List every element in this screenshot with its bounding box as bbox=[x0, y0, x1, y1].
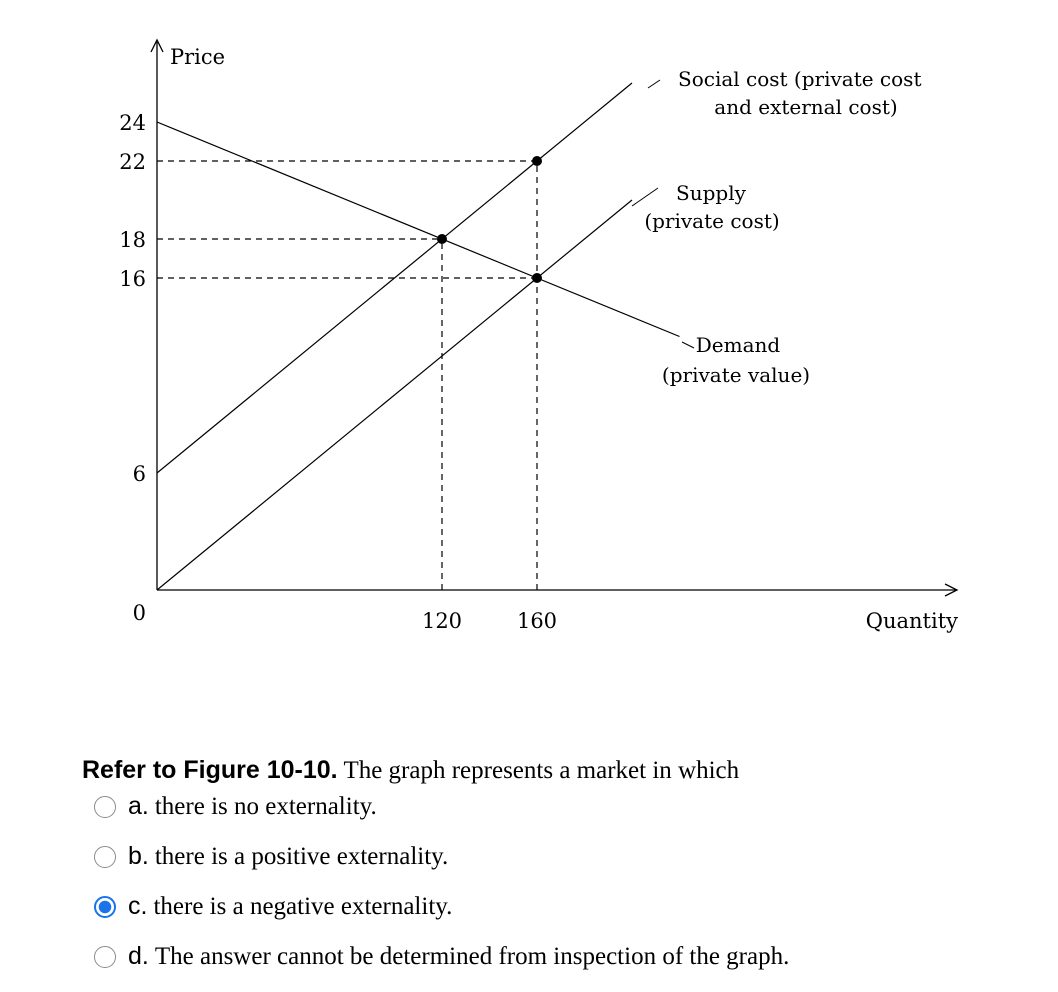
question-text: Refer to Figure 10-10. The graph represe… bbox=[82, 756, 739, 785]
option-letter: d. bbox=[128, 942, 149, 970]
tick-labels: 24 22 18 16 6 0 120 160 bbox=[119, 111, 557, 633]
radio-c[interactable] bbox=[94, 895, 116, 918]
y-tick-label: 0 bbox=[133, 601, 146, 625]
intersection-point-3 bbox=[532, 273, 542, 283]
intersection-point-1 bbox=[437, 234, 447, 244]
curve-label-leader bbox=[681, 341, 695, 349]
y-tick-label: 6 bbox=[133, 462, 146, 486]
option-letter: b. bbox=[128, 842, 149, 870]
supply-curve bbox=[156, 199, 633, 591]
guide-lines bbox=[157, 160, 538, 590]
radio-a[interactable] bbox=[94, 795, 116, 818]
curve-label-leader bbox=[631, 187, 659, 207]
curves bbox=[156, 82, 680, 591]
option-text: The answer cannot be determined from ins… bbox=[154, 942, 790, 970]
curve-label-line: and external cost) bbox=[714, 95, 897, 119]
curve-label-line: Demand bbox=[696, 333, 781, 357]
curve-label-leader bbox=[647, 79, 661, 89]
intersection-point-2 bbox=[532, 156, 542, 166]
x-tick-label: 120 bbox=[422, 609, 462, 633]
option-letter: a. bbox=[128, 792, 149, 820]
y-tick-label: 24 bbox=[119, 111, 146, 135]
x-axis-title: Quantity bbox=[866, 609, 958, 633]
curve-label-line: (private cost) bbox=[644, 209, 779, 233]
radio-d[interactable] bbox=[94, 945, 116, 968]
option-text: there is a positive externality. bbox=[154, 842, 449, 870]
option-b[interactable]: b. there is a positive externality. bbox=[94, 842, 448, 871]
x-axis-arrow bbox=[944, 583, 959, 597]
intersection-points bbox=[437, 156, 542, 283]
social-cost-curve bbox=[156, 82, 633, 474]
y-axis-arrow bbox=[150, 38, 164, 53]
question-body: The graph represents a market in which bbox=[337, 757, 740, 784]
y-tick-label: 16 bbox=[119, 267, 146, 291]
axes bbox=[150, 38, 959, 597]
externality-chart: 24 22 18 16 6 0 120 160 Social cost (private co… bbox=[119, 38, 959, 633]
radio-b[interactable] bbox=[94, 845, 116, 868]
curve-label-line: (private value) bbox=[662, 363, 810, 387]
y-axis-title: Price bbox=[170, 45, 225, 69]
option-letter: c. bbox=[128, 892, 148, 920]
demand-curve bbox=[156, 121, 680, 338]
curve-label-line: Social cost (private cost bbox=[678, 67, 921, 91]
curve-label-line: Supply bbox=[676, 181, 747, 205]
option-text: there is a negative externality. bbox=[153, 892, 453, 920]
option-text: there is no externality. bbox=[154, 792, 377, 820]
curve-labels: Social cost (private cost and external co… bbox=[631, 67, 921, 387]
x-tick-label: 160 bbox=[517, 609, 557, 633]
option-a[interactable]: a. there is no externality. bbox=[94, 792, 377, 821]
question-reference: Refer to Figure 10-10. bbox=[82, 756, 338, 784]
y-tick-label: 22 bbox=[119, 150, 146, 174]
option-d[interactable]: d. The answer cannot be determined from … bbox=[94, 942, 789, 971]
y-tick-label: 18 bbox=[119, 228, 146, 252]
option-c[interactable]: c. there is a negative externality. bbox=[94, 892, 452, 921]
